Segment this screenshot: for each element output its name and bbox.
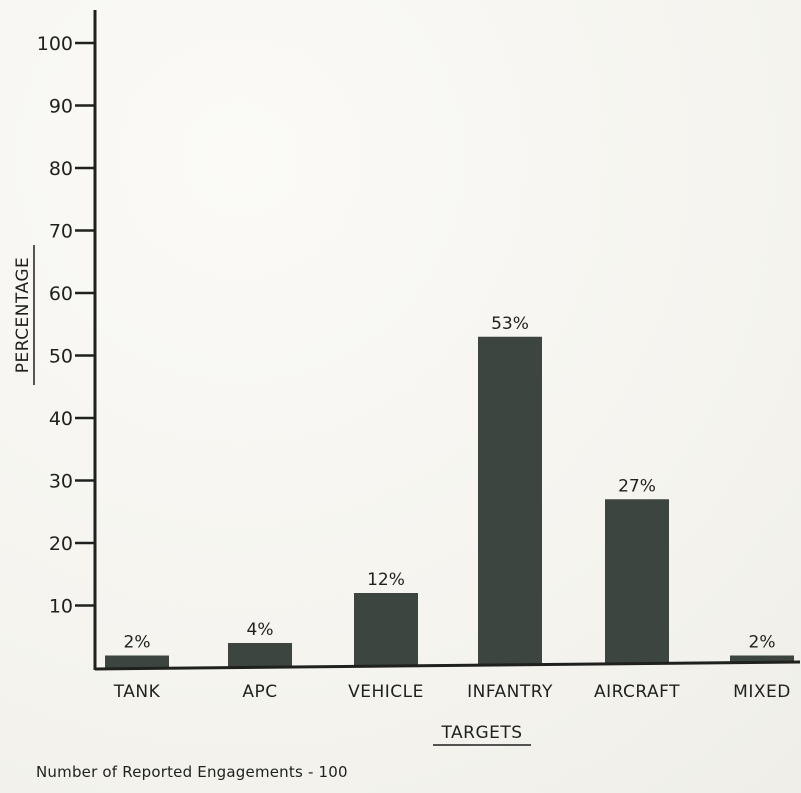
data-label: 53%: [491, 314, 529, 334]
bar: [605, 499, 669, 664]
y-tick-label: 90: [49, 96, 73, 118]
footnote: Number of Reported Engagements - 100: [36, 763, 348, 781]
bar: [228, 643, 292, 667]
x-category-label: INFANTRY: [467, 682, 553, 702]
x-category-label: APC: [242, 682, 277, 702]
x-category-label: AIRCRAFT: [594, 682, 680, 702]
y-tick-label: 30: [49, 471, 73, 493]
x-axis-title: TARGETS: [440, 723, 522, 743]
bar: [730, 655, 794, 663]
y-tick-label: 40: [49, 408, 73, 430]
data-label: 2%: [749, 633, 776, 653]
data-label: 4%: [247, 620, 274, 640]
x-category-label: VEHICLE: [348, 682, 424, 702]
x-category-labels: TANK APC VEHICLE INFANTRY AIRCRAFT MIXED: [113, 682, 791, 702]
axes-group: [93, 10, 801, 671]
y-axis-title: PERCENTAGE: [13, 257, 33, 374]
x-axis-line: [94, 660, 801, 671]
y-tick-label: 50: [49, 346, 73, 368]
y-tick-label: 20: [49, 533, 73, 555]
y-ticks-group: 10 20 30 40 50 60 70 80 90 100: [37, 33, 95, 618]
data-label: 12%: [367, 570, 405, 590]
bars-group: [105, 336, 794, 668]
y-tick-label: 80: [49, 158, 73, 180]
y-tick-label: 100: [37, 33, 73, 55]
x-category-label: TANK: [113, 682, 161, 702]
y-tick-label: 60: [49, 283, 73, 305]
bar: [105, 655, 169, 668]
data-label: 27%: [618, 476, 656, 496]
x-category-label: MIXED: [733, 682, 791, 702]
data-label: 2%: [124, 633, 151, 653]
bar: [354, 593, 418, 666]
y-tick-label: 10: [49, 596, 73, 618]
bar: [478, 336, 542, 665]
data-labels-group: 2% 4% 12% 53% 27% 2%: [124, 314, 776, 653]
y-tick-label: 70: [49, 221, 73, 243]
